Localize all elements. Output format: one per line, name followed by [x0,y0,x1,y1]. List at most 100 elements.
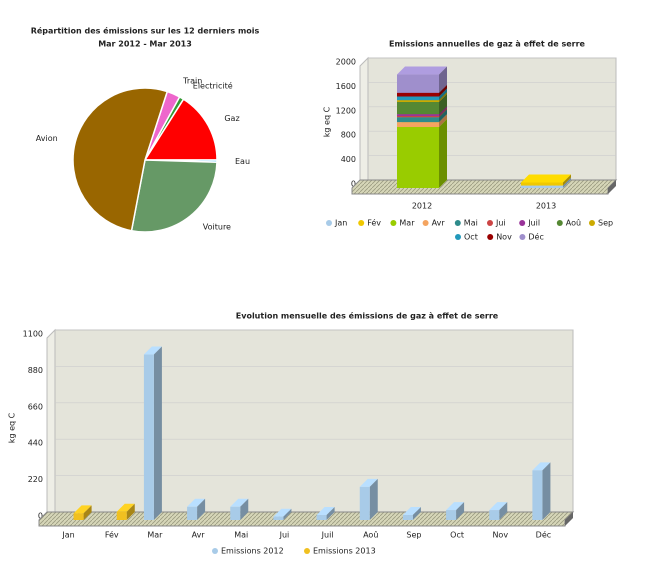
x-tick-label: Fév [105,530,119,540]
x-tick-label: Nov [492,531,508,540]
legend-label: Sep [598,219,613,228]
plot-floor [351,179,618,195]
slice-label: Gaz [224,114,239,123]
pie-slice [143,98,218,161]
bar-top [489,502,508,511]
legend-marker [326,220,332,226]
floor-side [565,512,573,526]
bar-side [326,507,335,520]
legend-label: Déc [528,232,543,242]
y-tick-label: 2000 [336,58,356,67]
bar-top [402,507,421,516]
chart-title: Répartition des émissions sur les 12 der… [31,26,260,36]
bar [359,486,370,520]
x-tick-label: Avr [192,531,206,540]
bar-side [439,93,447,115]
legend-label: Avr [432,219,446,228]
legend-label: Fév [367,218,381,228]
bar-top [397,66,447,75]
bar-side [499,502,508,520]
bar [532,470,543,520]
bar [397,96,439,101]
chart-title: Evolution mensuelle des émissions de gaz… [236,311,499,321]
plot-back [54,329,574,513]
bar [273,516,284,520]
legend-marker [455,234,461,240]
y-tick-label: 0 [351,180,356,189]
legend-label: Mai [464,219,478,228]
plot-wall [46,328,56,522]
bar [397,122,439,127]
slice-label: Voiture [203,223,231,232]
slice-label: Avion [36,134,58,143]
bar [116,511,127,520]
bar [397,116,439,118]
bar-top [273,508,292,517]
bar-side [439,92,447,102]
bar [397,117,439,123]
bar-top [187,498,206,507]
bar-top [73,505,92,514]
bar [521,185,563,188]
bar-top [521,174,571,183]
bar [402,515,413,520]
bar [397,101,439,115]
y-tick-label: 440 [28,439,43,448]
y-tick-label: 1100 [23,330,43,339]
x-tick-label: Mai [234,531,248,540]
y-tick-label: 1200 [336,106,356,115]
x-tick-label: Aoû [363,531,378,540]
legend-marker [519,234,526,240]
bar-side [439,108,447,118]
legend-marker [454,220,461,226]
bar-top [143,346,162,355]
bar-side [439,88,447,101]
bar-side [456,502,465,520]
pie-slice [72,87,169,232]
bar-side [153,346,162,520]
legend-label: Jan [334,219,347,228]
bar-top [230,498,249,507]
legend-label: Juil [527,219,540,228]
x-tick-label: Juil [321,531,334,540]
bar [397,92,439,97]
legend-label: Oct [464,233,478,242]
x-tick-label: 2012 [412,202,432,211]
slice-label: Electricité [193,80,233,90]
legend-marker [304,548,310,554]
x-tick-label: Oct [450,531,464,540]
y-tick-label: 220 [28,475,43,484]
legend-label: Emissions 2013 [313,547,376,556]
legend-marker [212,548,218,554]
bar-side [412,507,421,520]
floor-side [608,180,616,194]
x-tick-label: Mar [147,531,163,540]
bar [187,506,198,520]
bar-side [439,114,447,127]
legend-marker [422,220,429,226]
bar [397,100,439,102]
bar [397,114,439,117]
bar [143,354,154,520]
bar-side [563,174,571,186]
y-axis-title: kg eq C [323,106,332,137]
plot-wall [359,56,369,190]
slice-label: Train [182,77,202,86]
bar-side [126,503,135,520]
bar-side [439,66,447,93]
chart-title: Emissions annuelles de gaz à effet de se… [389,40,586,49]
y-tick-label: 660 [28,402,43,411]
legend-marker [519,220,526,226]
bar-side [439,84,447,97]
legend-marker [487,220,493,226]
bar-side [542,462,551,520]
legend-label: Emissions 2012 [221,547,284,556]
chart-subtitle: Mar 2012 - Mar 2013 [98,40,192,49]
bar [446,510,457,520]
legend-marker [358,220,365,226]
bar [397,74,439,93]
bar-side [197,498,206,520]
bar-top [316,507,335,516]
slice-label: Eau [235,157,250,166]
